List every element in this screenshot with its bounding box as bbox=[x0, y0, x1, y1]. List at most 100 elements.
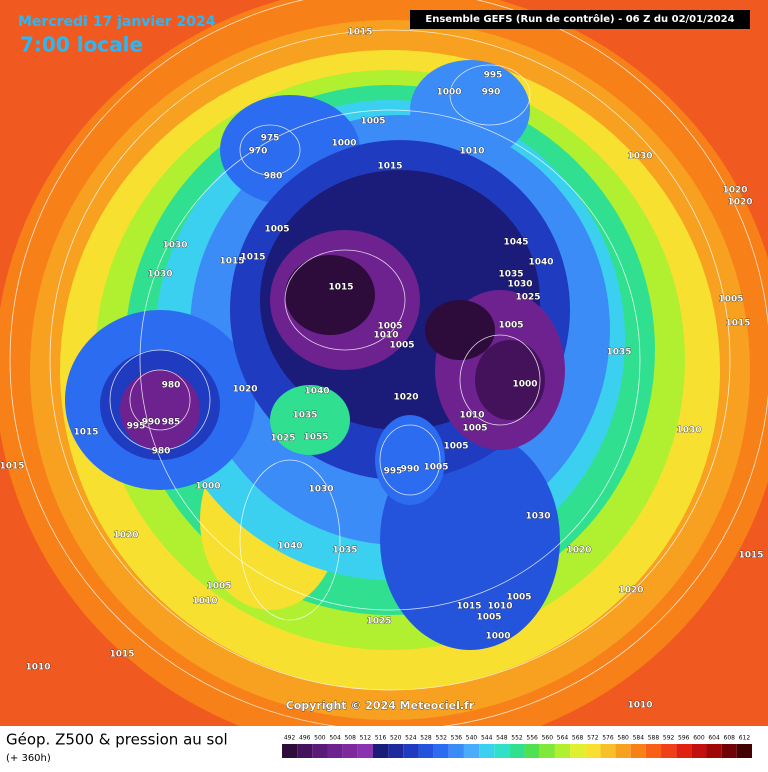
isobar-label: 1045 bbox=[503, 238, 528, 248]
isobar-label: 1015 bbox=[738, 551, 763, 561]
isobar-label: 1020 bbox=[566, 546, 591, 556]
colorbar-label: 572 bbox=[587, 735, 599, 742]
isobar-label: 1015 bbox=[0, 462, 25, 472]
colorbar-swatch bbox=[721, 744, 737, 758]
colorbar-label: 580 bbox=[617, 735, 629, 742]
colorbar-swatch bbox=[403, 744, 419, 758]
colorbar-label: 556 bbox=[526, 735, 538, 742]
colorbar-label: 552 bbox=[511, 735, 523, 742]
isobar-label: 1025 bbox=[515, 293, 540, 303]
isobar-label: 1015 bbox=[240, 253, 265, 263]
colorbar-label: 604 bbox=[708, 735, 720, 742]
colorbar-label: 512 bbox=[360, 735, 372, 742]
isobar-label: 980 bbox=[152, 447, 171, 457]
isobar-label: 1005 bbox=[264, 225, 289, 235]
isobar-label: 1005 bbox=[718, 295, 743, 305]
isobar-label: 1035 bbox=[332, 546, 357, 556]
isobar-label: 1005 bbox=[506, 593, 531, 603]
isobar-label: 1010 bbox=[25, 663, 50, 673]
colorbar-label: 608 bbox=[724, 735, 736, 742]
date: Mercredi 17 janvier 2024 bbox=[18, 14, 216, 30]
colorbar-swatch bbox=[509, 744, 525, 758]
isobar-label: 1015 bbox=[377, 162, 402, 172]
colorbar-swatch bbox=[615, 744, 631, 758]
colorbar-swatch bbox=[418, 744, 434, 758]
z500-field bbox=[0, 0, 768, 755]
colorbar-label: 568 bbox=[572, 735, 584, 742]
isobar-label: 1015 bbox=[347, 28, 372, 38]
isobar-label: 1040 bbox=[304, 387, 329, 397]
isobar-label: 1015 bbox=[725, 319, 750, 329]
colorbar-label: 508 bbox=[344, 735, 356, 742]
colorbar-swatch bbox=[327, 744, 343, 758]
colorbar-label: 520 bbox=[390, 735, 402, 742]
colorbar-swatch bbox=[524, 744, 540, 758]
isobar-label: 1005 bbox=[360, 117, 385, 127]
isobar-label: 1030 bbox=[162, 241, 187, 251]
isobar-label: 990 bbox=[482, 88, 501, 98]
colorbar-label: 584 bbox=[633, 735, 645, 742]
isobar-label: 990 bbox=[401, 465, 420, 475]
colorbar-label: 596 bbox=[678, 735, 690, 742]
isobar-label: 1015 bbox=[456, 602, 481, 612]
isobar-label: 1005 bbox=[206, 582, 231, 592]
colorbar-label: 588 bbox=[648, 735, 660, 742]
colorbar: 492 496 500 504 508 512 516 520 524 528 532 536 540 5… bbox=[282, 735, 752, 758]
colorbar-label: 548 bbox=[496, 735, 508, 742]
isobar-label: 985 bbox=[162, 418, 181, 428]
colorbar-label: 600 bbox=[693, 735, 705, 742]
colorbar-label: 536 bbox=[451, 735, 463, 742]
isobar-label: 1000 bbox=[331, 139, 356, 149]
isobar-label: 1025 bbox=[366, 617, 391, 627]
colorbar-label: 544 bbox=[481, 735, 493, 742]
isobar-label: 1005 bbox=[443, 442, 468, 452]
isobar-label: 1010 bbox=[459, 147, 484, 157]
colorbar-label: 564 bbox=[557, 735, 569, 742]
colorbar-label: 592 bbox=[663, 735, 675, 742]
isobar-label: 1030 bbox=[627, 152, 652, 162]
colorbar-swatch bbox=[706, 744, 722, 758]
isobar-label: 1030 bbox=[525, 512, 550, 522]
colorbar-label: 496 bbox=[299, 735, 311, 742]
isobar-label: 1035 bbox=[606, 348, 631, 358]
colorbar-swatch bbox=[691, 744, 707, 758]
footer-lead: (+ 360h) bbox=[6, 753, 51, 764]
colorbar-swatch bbox=[494, 744, 510, 758]
colorbar-label: 560 bbox=[542, 735, 554, 742]
isobar-label: 1020 bbox=[232, 385, 257, 395]
colorbar-swatch bbox=[676, 744, 692, 758]
colorbar-swatch bbox=[433, 744, 449, 758]
isobar-label: 1030 bbox=[676, 426, 701, 436]
isobar-label: 1015 bbox=[219, 257, 244, 267]
isobar-label: 1005 bbox=[423, 463, 448, 473]
isobar-label: 1030 bbox=[147, 270, 172, 280]
colorbar-swatch bbox=[630, 744, 646, 758]
colorbar-swatch bbox=[297, 744, 313, 758]
isobar-label: 995 bbox=[127, 422, 146, 432]
isobar-label: 1015 bbox=[328, 283, 353, 293]
isobar-label: 1010 bbox=[627, 701, 652, 711]
isobar-label: 1020 bbox=[618, 586, 643, 596]
colorbar-swatch bbox=[554, 744, 571, 758]
isobar-label: 1015 bbox=[73, 428, 98, 438]
colorbar-swatch bbox=[539, 744, 555, 758]
footer-title: Géop. Z500 & pression au sol bbox=[6, 731, 228, 749]
colorbar-label: 516 bbox=[375, 735, 387, 742]
colorbar-swatch bbox=[372, 744, 389, 758]
run-box bbox=[410, 10, 750, 29]
colorbar-label: 524 bbox=[405, 735, 417, 742]
colorbar-swatch bbox=[357, 744, 373, 758]
colorbar-label: 532 bbox=[435, 735, 447, 742]
colorbar-swatch bbox=[479, 744, 495, 758]
local-time: 7:00 locale bbox=[20, 33, 143, 57]
isobar-label: 1010 bbox=[373, 331, 398, 341]
isobar-label: 1000 bbox=[512, 380, 537, 390]
isobar-label: 1025 bbox=[270, 434, 295, 444]
isobar-label: 1040 bbox=[277, 542, 302, 552]
isobar-label: 1010 bbox=[192, 597, 217, 607]
isobar-label: 1005 bbox=[476, 613, 501, 623]
colorbar-swatch bbox=[342, 744, 358, 758]
isobar-label: 980 bbox=[162, 381, 181, 391]
